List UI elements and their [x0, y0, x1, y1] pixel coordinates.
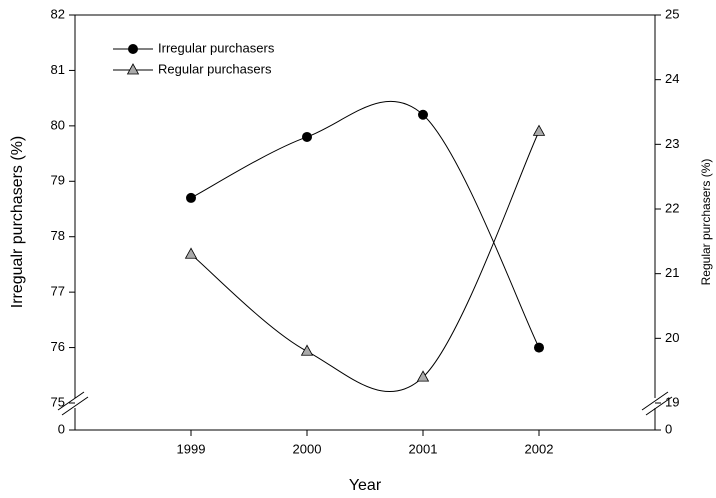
y2-tick-label: 0: [665, 421, 672, 436]
legend-label: Regular purchasers: [158, 61, 272, 76]
y2-tick-label: 22: [665, 200, 679, 215]
x-tick-label: 2002: [525, 441, 554, 456]
y-tick-label: 78: [51, 228, 65, 243]
break-mark: [641, 391, 669, 411]
y-axis-title: Irregualr purchasers (%): [9, 136, 26, 309]
data-point: [302, 131, 312, 142]
legend-label: Irregular purchasers: [158, 40, 275, 55]
legend-marker: [128, 44, 138, 54]
y-tick-label: 0: [58, 421, 65, 436]
axis-break-left: [57, 391, 89, 416]
y-tick-label: 80: [51, 117, 65, 132]
y2-tick-label: 20: [665, 330, 679, 345]
break-mark: [57, 391, 85, 411]
x-axis-title: Year: [349, 477, 382, 494]
y-tick-label: 81: [51, 62, 65, 77]
y-tick-label: 76: [51, 339, 65, 354]
break-mark: [61, 396, 89, 416]
y-tick-label: 75: [51, 394, 65, 409]
y-tick-label: 77: [51, 284, 65, 299]
y-tick-label: 82: [51, 6, 65, 21]
data-point: [416, 370, 430, 382]
data-point: [418, 109, 428, 120]
axis-break-right: [641, 391, 673, 416]
series-line: [190, 101, 540, 348]
break-mark: [645, 396, 673, 416]
y2-tick-label: 19: [665, 394, 679, 409]
y2-tick-label: 25: [665, 6, 679, 21]
data-point: [300, 344, 314, 356]
data-point: [532, 124, 546, 136]
x-tick-label: 1999: [177, 441, 206, 456]
data-point: [534, 342, 544, 353]
series-line: [190, 131, 540, 393]
y2-tick-label: 24: [665, 71, 679, 86]
y2-tick-label: 23: [665, 136, 679, 151]
legend-marker: [126, 63, 140, 75]
y-tick-label: 79: [51, 173, 65, 188]
x-tick-label: 2001: [409, 441, 438, 456]
y2-axis-title: Regular purchasers (%): [699, 159, 713, 286]
x-tick-label: 2000: [293, 441, 322, 456]
data-point: [186, 192, 196, 203]
y2-tick-label: 21: [665, 265, 679, 280]
data-point: [184, 247, 198, 259]
